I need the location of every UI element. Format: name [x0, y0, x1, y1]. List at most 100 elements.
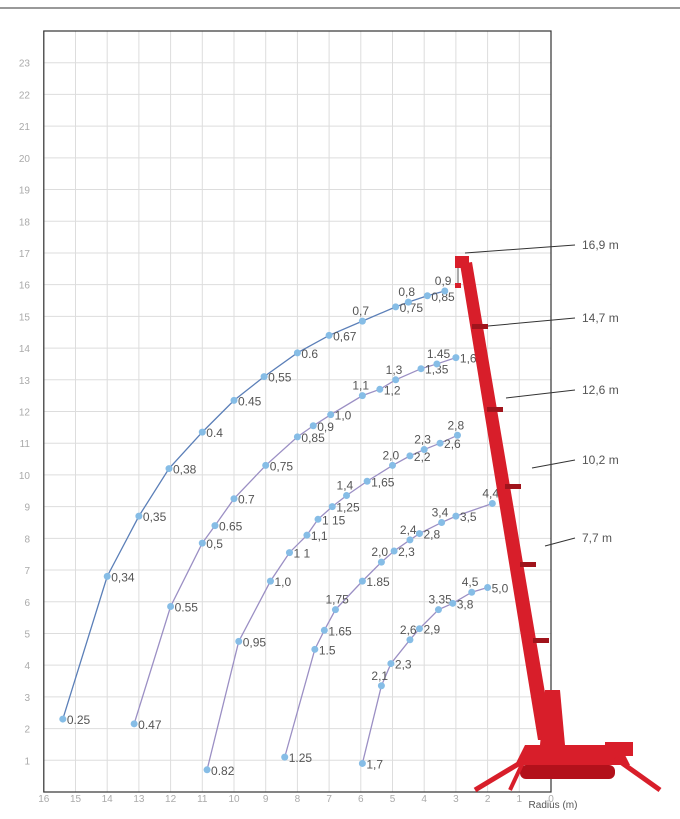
load-label: 1,3 — [386, 363, 403, 377]
load-point — [135, 512, 143, 520]
load-point — [260, 373, 268, 381]
x-tick-label: 5 — [390, 794, 396, 805]
load-point — [203, 766, 211, 774]
load-point — [103, 572, 111, 580]
load-point — [453, 431, 461, 439]
load-label: 2,0 — [383, 448, 400, 462]
load-label: 1.25 — [289, 751, 313, 765]
load-point — [433, 360, 441, 368]
load-label: 0,7 — [352, 304, 369, 318]
load-label: 1,65 — [371, 475, 395, 489]
plot-frame — [43, 30, 552, 793]
boom-joints — [472, 324, 549, 643]
y-tick-label: 12 — [19, 408, 31, 419]
leader-line — [487, 317, 576, 327]
load-label: 0.47 — [138, 718, 162, 732]
x-axis-title: Radius (m) — [529, 800, 578, 811]
load-point — [406, 452, 414, 460]
boom — [460, 262, 553, 740]
x-tick-label: 4 — [421, 794, 427, 805]
load-point — [331, 606, 339, 614]
load-label: 2,6 — [444, 437, 461, 451]
load-label: 0,95 — [243, 635, 267, 649]
x-tick-label: 12 — [165, 794, 177, 805]
load-point — [281, 753, 289, 761]
load-label: 1,6 — [460, 352, 477, 366]
load-point — [452, 354, 460, 362]
load-point — [389, 461, 396, 469]
load-label: 0,67 — [333, 329, 357, 343]
load-point — [420, 446, 428, 454]
x-tick-label: 1 — [517, 794, 523, 805]
load-point — [167, 603, 175, 611]
outrigger-left-2 — [508, 757, 527, 791]
y-tick-label: 21 — [19, 122, 31, 133]
x-tick-label: 9 — [263, 794, 269, 805]
load-label: 2,1 — [371, 669, 388, 683]
load-label: 4,4 — [482, 486, 499, 500]
boom-length-label: 14,7 m — [582, 311, 619, 325]
load-label: 2,0 — [371, 545, 388, 559]
load-label: 0.25 — [67, 713, 91, 727]
load-label: 0,85 — [301, 431, 325, 445]
load-point — [165, 465, 173, 473]
load-label: 1,2 — [384, 383, 401, 397]
load-point — [358, 392, 366, 400]
y-tick-label: 20 — [19, 154, 31, 165]
load-point — [377, 682, 385, 690]
load-label: 4,5 — [462, 575, 479, 589]
x-tick-label: 8 — [295, 794, 301, 805]
grid: 16 15 14 13 12 11 10 9 8 7 6 5 4 3 2 1 01234567891011121… — [19, 31, 554, 805]
load-point — [358, 759, 366, 767]
y-tick-label: 16 — [19, 281, 31, 292]
load-point — [235, 637, 243, 645]
load-point — [392, 376, 400, 384]
boom-labels: 16,9 m 14,7 m 12,6 m 10,2 m 7,7 m — [464, 238, 619, 547]
boom-length-label: 16,9 m — [582, 238, 619, 252]
load-point — [392, 303, 400, 311]
load-point — [376, 385, 384, 393]
load-point — [406, 636, 414, 644]
y-tick-label: 23 — [19, 59, 31, 70]
load-point — [211, 522, 219, 530]
y-tick-label: 14 — [19, 344, 31, 355]
crane — [455, 256, 662, 793]
load-label: 1,1 — [352, 379, 369, 393]
hook — [455, 283, 461, 288]
load-label: 2,6 — [400, 623, 417, 637]
load-point — [363, 477, 371, 485]
leader-line — [464, 244, 576, 254]
load-point — [415, 530, 423, 538]
load-label: 0,8 — [398, 285, 415, 299]
y-tick-label: 11 — [20, 439, 31, 450]
load-label: 0,9 — [317, 420, 334, 434]
load-label: 1,0 — [274, 575, 291, 589]
load-point — [328, 503, 336, 511]
load-point — [311, 645, 319, 653]
y-tick-label: 5 — [24, 629, 30, 640]
load-point — [59, 715, 67, 723]
outrigger-left — [473, 757, 527, 793]
load-point — [358, 577, 366, 585]
engine — [605, 742, 633, 756]
load-label: 2,3 — [414, 433, 431, 447]
load-label: 0,85 — [431, 290, 455, 304]
y-tick-label: 8 — [24, 534, 30, 545]
load-label: 0,34 — [111, 570, 135, 584]
y-tick-label: 9 — [24, 503, 30, 514]
load-point — [198, 428, 206, 436]
load-label: 2,2 — [414, 450, 431, 464]
load-point — [230, 495, 238, 503]
load-point — [468, 588, 476, 596]
leader-line — [505, 389, 576, 399]
load-label: 0,35 — [143, 510, 167, 524]
load-label: 3,4 — [432, 505, 449, 519]
load-label: 3.35 — [428, 593, 452, 607]
outrigger-right — [613, 755, 662, 793]
load-label: 1,75 — [325, 593, 349, 607]
load-point — [423, 292, 431, 300]
y-tick-label: 4 — [24, 661, 30, 672]
load-label: 0,55 — [268, 371, 292, 385]
load-label: 2,3 — [395, 658, 412, 672]
load-label: 1,1 — [311, 529, 328, 543]
